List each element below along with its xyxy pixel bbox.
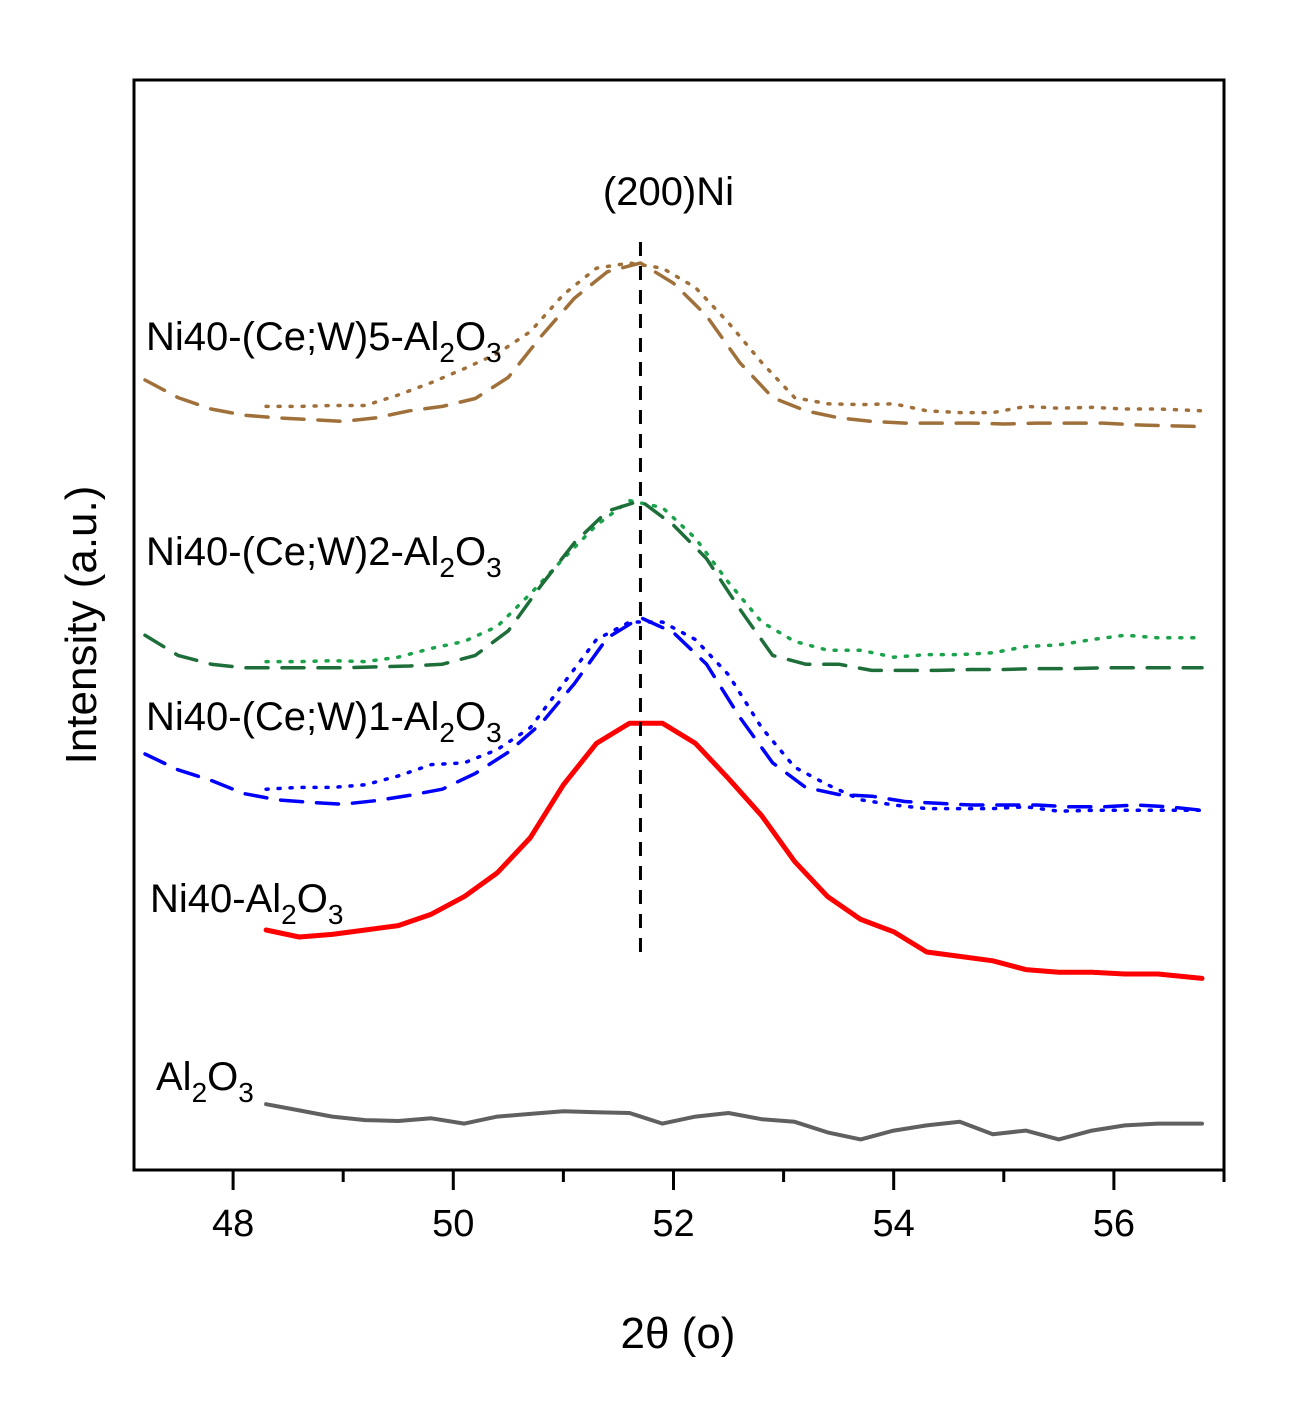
series-line-0 bbox=[264, 1102, 1204, 1142]
x-tick-label-54: 54 bbox=[873, 1203, 915, 1245]
x-tick-label-52: 52 bbox=[652, 1203, 694, 1245]
series-line-2 bbox=[264, 620, 1204, 813]
series-line-4 bbox=[264, 498, 1204, 664]
x-tick-label-56: 56 bbox=[1093, 1203, 1135, 1245]
series-line-7 bbox=[143, 261, 1204, 429]
series-line-1 bbox=[263, 720, 1205, 981]
plot-frame bbox=[132, 78, 1226, 1172]
reference-line-label: (200)Ni bbox=[603, 170, 734, 214]
series-line-5 bbox=[143, 498, 1204, 673]
series-line-3 bbox=[143, 615, 1204, 813]
x-axis-ticks: 48 50 52 54 56 bbox=[212, 1170, 1226, 1245]
x-tick-label-48: 48 bbox=[212, 1203, 254, 1245]
series-label-4: Ni40-(Ce;W)2-Al2O3 bbox=[146, 530, 502, 583]
series-line-6 bbox=[264, 261, 1204, 415]
series-label-1: Ni40-Al2O3 bbox=[150, 877, 343, 930]
series-label-6: Ni40-(Ce;W)5-Al2O3 bbox=[146, 315, 502, 368]
x-axis-title: 2θ (o) bbox=[621, 1309, 736, 1358]
x-tick-label-50: 50 bbox=[432, 1203, 474, 1245]
y-axis-title: Intensity (a.u.) bbox=[57, 486, 106, 765]
series-labels: Al2O3 Ni40-Al2O3 Ni40-(Ce;W)1-Al2O3 Ni40-(C… bbox=[146, 315, 502, 1108]
series-layer bbox=[143, 261, 1205, 1142]
series-label-0: Al2O3 bbox=[156, 1055, 254, 1108]
series-label-2: Ni40-(Ce;W)1-Al2O3 bbox=[146, 695, 502, 748]
